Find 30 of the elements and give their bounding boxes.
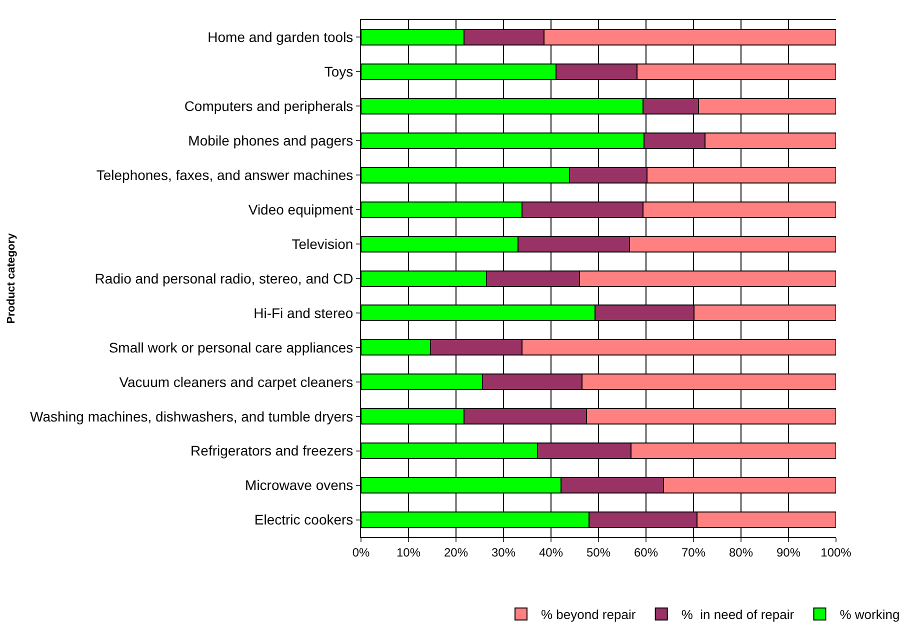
- x-tick-label: 90%: [776, 545, 801, 560]
- y-tick-label: Vacuum cleaners and carpet cleaners: [119, 374, 354, 390]
- y-tick-label: Washing machines, dishwashers, and tumble dryers: [30, 408, 354, 424]
- legend-label: % beyond repair: [541, 607, 636, 622]
- y-tick-label: Refrigerators and freezers: [190, 442, 354, 459]
- legend-label: % working: [840, 607, 900, 622]
- x-tick-label: 100%: [820, 545, 852, 560]
- y-tick-label: Radio and personal radio, stereo, and CD: [94, 270, 354, 286]
- y-axis-title: Product category: [6, 232, 18, 324]
- y-tick-label: Microwave ovens: [245, 477, 354, 494]
- x-tick-label: 30%: [491, 545, 516, 560]
- y-tick-label: Computers and peripherals: [184, 98, 354, 114]
- x-tick-label: 20%: [444, 545, 468, 560]
- x-tick-label: 0%: [352, 545, 370, 560]
- y-tick-label: Toys: [324, 64, 354, 80]
- x-tick-label: 70%: [681, 545, 706, 560]
- y-tick-label: Video equipment: [248, 201, 354, 218]
- y-tick-label: Mobile phones and pagers: [188, 132, 354, 149]
- y-tick-label: Home and garden tools: [208, 29, 354, 46]
- y-tick-label: Electric cookers: [254, 512, 354, 528]
- x-tick-label: 10%: [396, 545, 421, 560]
- x-tick-label: 40%: [538, 545, 564, 560]
- x-tick-label: 80%: [728, 545, 754, 560]
- y-tick-label: Hi-Fi and stereo: [254, 304, 354, 321]
- y-tick-label: Small work or personal care appliances: [108, 339, 354, 356]
- y-tick-label: Telephones, faxes, and answer machines: [96, 167, 354, 183]
- x-tick-label: 60%: [634, 545, 658, 560]
- legend-label: % in need of repair: [681, 607, 795, 622]
- y-tick-label: Television: [292, 236, 354, 252]
- x-tick-label: 50%: [586, 545, 611, 560]
